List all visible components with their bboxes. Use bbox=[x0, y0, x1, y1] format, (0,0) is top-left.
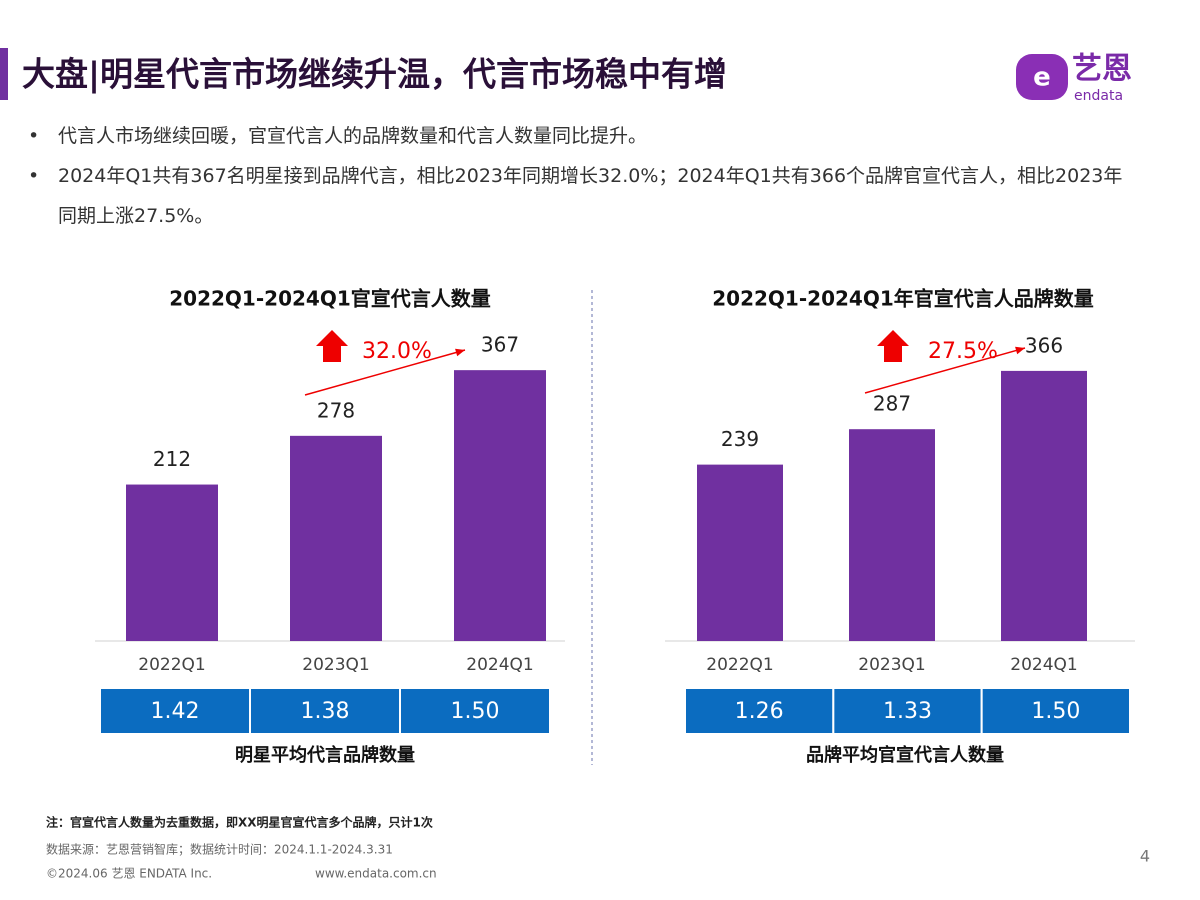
value-label: 366 bbox=[1025, 333, 1063, 357]
value-label: 367 bbox=[481, 333, 519, 357]
logo-letter: e bbox=[1033, 63, 1051, 93]
table-cell bbox=[832, 687, 983, 735]
table-caption: 品牌平均官宣代言人数量 bbox=[806, 744, 1004, 766]
copyright: ©2024.06 艺恩 ENDATA Inc. bbox=[46, 867, 212, 881]
logo-cn: 艺恩 bbox=[1072, 52, 1132, 87]
table-cell-text: 1.33 bbox=[883, 699, 932, 724]
table-cell bbox=[684, 687, 835, 735]
trend-line bbox=[304, 349, 466, 396]
table-caption: 明星平均代言品牌数量 bbox=[235, 744, 415, 766]
logo: e 艺恩 endata bbox=[1016, 52, 1132, 104]
x-tick-label: 2023Q1 bbox=[858, 655, 925, 675]
trend-arrowhead bbox=[1015, 346, 1025, 355]
title-accent bbox=[0, 48, 8, 100]
x-tick-label: 2022Q1 bbox=[706, 655, 773, 675]
value-label: 212 bbox=[153, 447, 191, 471]
growth-annotation: 27.5% bbox=[928, 339, 998, 364]
bar bbox=[454, 370, 546, 641]
table-cell-text: 1.50 bbox=[451, 699, 500, 724]
growth-annotation: 32.0% bbox=[362, 339, 432, 364]
x-tick-label: 2024Q1 bbox=[1010, 655, 1077, 675]
bar bbox=[290, 435, 382, 641]
table-cell-text: 1.26 bbox=[735, 699, 784, 724]
x-tick-label: 2022Q1 bbox=[138, 655, 205, 675]
slide-title: 大盘|明星代言市场继续升温，代言市场稳中有增 bbox=[22, 55, 727, 94]
bullet: 代言人市场继续回暖，官宣代言人的品牌数量和代言人数量同比提升。 bbox=[28, 116, 1138, 156]
up-arrow bbox=[877, 330, 909, 362]
table-cell bbox=[980, 687, 1132, 735]
up-arrow bbox=[316, 330, 348, 362]
value-label: 287 bbox=[873, 392, 911, 416]
table-cell-text: 1.38 bbox=[301, 699, 350, 724]
trend-arrowhead bbox=[455, 348, 465, 357]
x-tick-label: 2024Q1 bbox=[466, 655, 533, 675]
bullet: 2024年Q1共有367名明星接到品牌代言，相比2023年同期增长32.0%；2… bbox=[28, 156, 1138, 236]
logo-en: endata bbox=[1074, 88, 1123, 104]
bar bbox=[849, 429, 935, 641]
logo-mark bbox=[1016, 54, 1068, 100]
footnote: 注：官宣代言人数量为去重数据，即XX明星官宣代言多个品牌，只计1次 bbox=[46, 815, 433, 830]
table-cell-text: 1.42 bbox=[151, 699, 200, 724]
value-label: 239 bbox=[721, 427, 759, 451]
table-cell-text: 1.50 bbox=[1031, 699, 1080, 724]
source: 数据来源：艺恩营销智库；数据统计时间：2024.1.1-2024.3.31 bbox=[46, 842, 393, 857]
table-cell bbox=[399, 687, 551, 735]
value-label: 278 bbox=[317, 398, 355, 422]
page-number: 4 bbox=[1140, 847, 1150, 866]
chart-title: 2022Q1-2024Q1官宣代言人数量 bbox=[169, 287, 490, 311]
x-tick-label: 2023Q1 bbox=[302, 655, 369, 675]
table-cell bbox=[249, 687, 401, 735]
bar bbox=[126, 484, 218, 641]
bar bbox=[697, 464, 783, 641]
chart-title: 2022Q1-2024Q1年官宣代言人品牌数量 bbox=[712, 287, 1093, 311]
url: www.endata.com.cn bbox=[315, 867, 437, 881]
bar bbox=[1001, 370, 1087, 641]
trend-line bbox=[864, 347, 1026, 394]
bullet-list: 代言人市场继续回暖，官宣代言人的品牌数量和代言人数量同比提升。 2024年Q1共… bbox=[28, 116, 1138, 236]
